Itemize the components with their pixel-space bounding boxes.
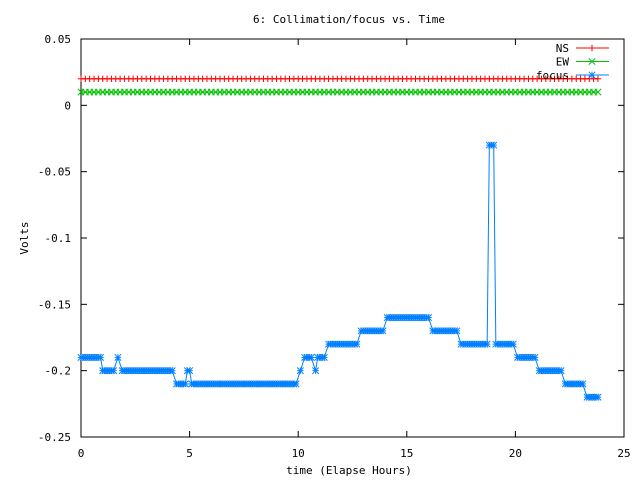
data-point-focus [353,340,361,348]
series-NS [77,75,602,82]
x-tick-label: 5 [186,447,193,460]
data-point-focus [509,340,517,348]
y-tick-label: -0.25 [38,431,71,444]
y-tick-label: -0.15 [38,298,71,311]
series-focus [77,141,602,401]
data-point-focus [296,367,304,375]
x-tick-label: 10 [292,447,305,460]
x-tick-label: 0 [78,447,85,460]
legend-marker-focus [588,71,596,79]
data-point-focus [557,367,565,375]
data-point-focus [579,380,587,388]
data-point-focus [490,141,498,149]
data-point-focus [594,393,602,401]
y-tick-label: -0.1 [45,232,72,245]
plot-frame [80,38,625,438]
legend-label-EW: EW [556,56,570,69]
x-tick-label: 20 [509,447,522,460]
data-point-focus [292,380,300,388]
data-point-focus [312,367,320,375]
axis-ticks: 0 5 10 15 20 25 0.05 0 -0.05 -0.1 -0.15 -0.2 -0.25 [38,33,631,460]
data-point-focus [379,327,387,335]
legend-label-NS: NS [556,42,569,55]
data-point-focus [531,353,539,361]
data-point-EW [594,88,602,96]
legend-marker-EW [588,57,596,66]
x-axis-label: time (Elapse Hours) [286,464,412,477]
data-point-focus [181,380,189,388]
data-point-focus [168,367,176,375]
data-point-focus [307,353,315,361]
y-axis-label: Volts [18,221,31,254]
legend-label-focus: focus [536,69,569,82]
data-point-focus [186,367,194,375]
y-tick-label: -0.2 [45,365,72,378]
data-point-focus [110,367,118,375]
series-EW [77,88,602,96]
chart-title: 6: Collimation/focus vs. Time [253,13,445,26]
x-tick-label: 25 [617,447,630,460]
legend-marker-NS [588,44,596,52]
data-point-focus [424,314,433,322]
y-tick-label: 0 [64,99,71,112]
data-point-focus [320,353,328,361]
x-tick-label: 15 [400,447,413,460]
y-tick-label: 0.05 [45,33,72,46]
data-point-focus [483,340,491,348]
y-tick-label: -0.05 [38,166,71,179]
data-point-focus [453,327,461,335]
data-point-focus [96,353,105,361]
data-point-NS [594,75,602,82]
series-layer [77,75,602,401]
data-point-focus [114,353,122,361]
